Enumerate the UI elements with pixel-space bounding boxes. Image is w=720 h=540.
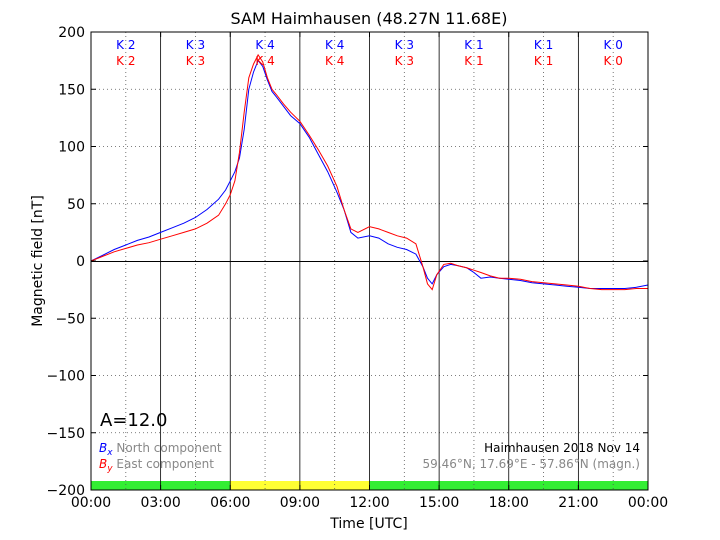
legend-north-label: North component <box>113 441 222 455</box>
k-index-labels: K 2 K 2 K 3 K 3 K 4 K 4 K 4 K 4 K 3 K 3 K 1 K 1 K 1 K… <box>116 38 623 68</box>
k-index-x-2: K 4 <box>255 38 274 52</box>
legend-by-symbol: By East component <box>99 457 214 474</box>
k-index-x-6: K 1 <box>534 38 553 52</box>
y-tick-label-0: −200 <box>47 483 85 499</box>
a-index-label: A=12.0 <box>100 410 167 431</box>
x-axis-label: Time [UTC] <box>329 516 407 532</box>
x-tick-label-5: 15:00 <box>419 495 459 511</box>
k-index-y-5: K 1 <box>464 54 483 68</box>
k-index-x-1: K 3 <box>186 38 205 52</box>
legend-bx-symbol: Bx North component <box>99 441 222 458</box>
x-tick-label-3: 09:00 <box>280 495 320 511</box>
y-tick-label-7: 150 <box>58 82 85 98</box>
station-info: Haimhausen 2018 Nov 14 <box>484 441 640 455</box>
x-tick-label-1: 03:00 <box>140 495 180 511</box>
k-index-x-5: K 1 <box>464 38 483 52</box>
x-tick-label-4: 12:00 <box>349 495 389 511</box>
y-tick-label-3: −50 <box>55 311 85 327</box>
x-tick-label-6: 18:00 <box>489 495 529 511</box>
k-index-x-3: K 4 <box>325 38 344 52</box>
x-tick-label-0: 00:00 <box>71 495 111 511</box>
k-index-x-7: K 0 <box>604 38 623 52</box>
y-tick-label-6: 100 <box>58 140 85 156</box>
k-index-y-1: K 3 <box>186 54 205 68</box>
coords-info: 59.46°N, 17.69°E - 57.86°N (magn.) <box>423 457 640 471</box>
k-index-y-0: K 2 <box>116 54 135 68</box>
k-index-y-7: K 0 <box>604 54 623 68</box>
x-tick-label-2: 06:00 <box>210 495 250 511</box>
k-index-y-3: K 4 <box>325 54 344 68</box>
y-tick-label-4: 0 <box>76 254 85 270</box>
x-tick-label-8: 00:00 <box>628 495 668 511</box>
x-tick-labels: 00:00 03:00 06:00 09:00 12:00 15:00 18:00 21:00… <box>71 495 668 511</box>
axis-ticks <box>90 31 649 491</box>
series-line-east <box>90 53 648 291</box>
y-tick-label-8: 200 <box>58 25 85 41</box>
y-axis-label: Magnetic field [nT] <box>30 195 46 327</box>
y-tick-label-5: 50 <box>67 197 85 213</box>
y-tick-label-1: −150 <box>47 426 85 442</box>
y-tick-labels: −200 −150 −100 −50 0 50 100 150 200 <box>47 25 85 499</box>
series-line-north <box>90 59 649 289</box>
series-group <box>90 53 649 291</box>
x-tick-label-7: 21:00 <box>558 495 598 511</box>
legend: Bx North component By East component <box>99 441 222 474</box>
k-index-x-4: K 3 <box>395 38 414 52</box>
k-index-y-2: K 4 <box>255 54 274 68</box>
k-index-y-6: K 1 <box>534 54 553 68</box>
legend-east-label: East component <box>113 457 215 471</box>
k-index-x-0: K 2 <box>116 38 135 52</box>
chart-title: SAM Haimhausen (48.27N 11.68E) <box>231 9 508 28</box>
y-tick-label-2: −100 <box>47 369 85 385</box>
k-index-y-4: K 3 <box>395 54 414 68</box>
